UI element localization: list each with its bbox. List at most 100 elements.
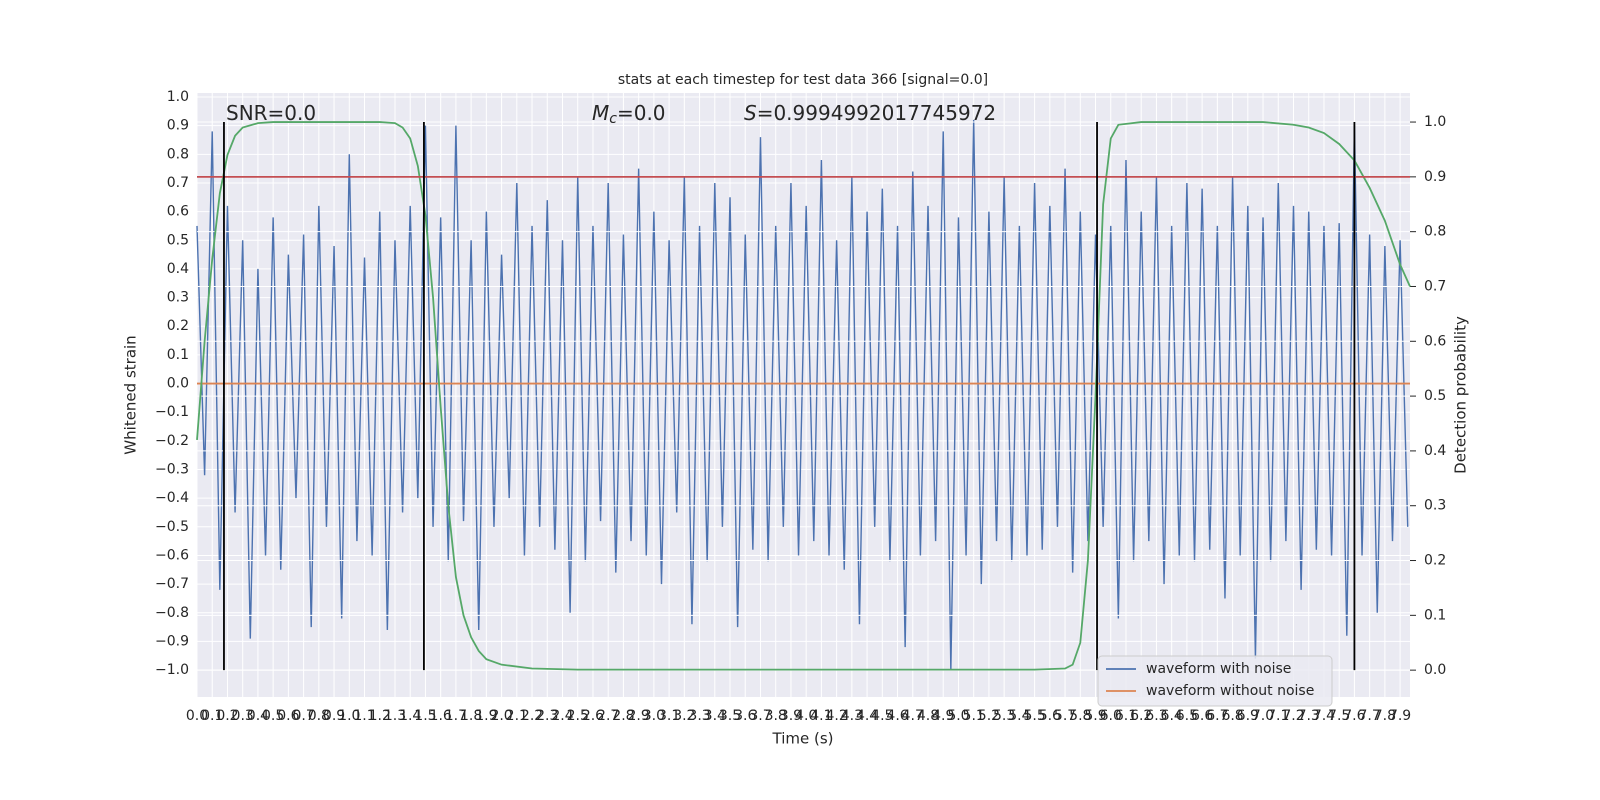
y2-tick-label: 0.3 (1424, 498, 1446, 514)
x-tick-label: 1.4 (399, 708, 421, 724)
x-tick-label: 1.3 (384, 708, 406, 724)
x-tick-label: 3.1 (658, 708, 680, 724)
y-tick-label: 0.9 (167, 118, 189, 134)
x-tick-label: 5.5 (1023, 708, 1045, 724)
x-tick-label: 3.3 (688, 708, 710, 724)
legend-box (1097, 655, 1333, 707)
x-tick-label: 7.8 (1374, 708, 1396, 724)
annotation: Mc=0.0 (592, 101, 666, 128)
x-tick-label: 4.2 (825, 708, 847, 724)
x-tick-label: 0.8 (308, 708, 330, 724)
y2-tick-label: 0.8 (1424, 224, 1446, 240)
x-tick-label: 4.8 (917, 708, 939, 724)
y-tick-label: −0.8 (155, 605, 189, 621)
x-tick-label: 1.1 (353, 708, 375, 724)
x-tick-label: 4.7 (902, 708, 924, 724)
x-tick-label: 5.1 (963, 708, 985, 724)
x-tick-label: 4.0 (795, 708, 817, 724)
x-tick-label: 0.1 (201, 708, 223, 724)
x-tick-label: 1.0 (338, 708, 360, 724)
annotation: SNR=0.0 (226, 101, 316, 125)
x-tick-label: 2.9 (628, 708, 650, 724)
x-tick-label: 6.8 (1221, 708, 1243, 724)
x-tick-label: 1.6 (430, 708, 452, 724)
x-tick-label: 7.2 (1282, 708, 1304, 724)
x-tick-label: 4.5 (871, 708, 893, 724)
y2-tick-label: 1.0 (1424, 114, 1446, 130)
x-tick-label: 3.6 (734, 708, 756, 724)
x-tick-label: 4.4 (856, 708, 878, 724)
x-tick-label: 4.6 (886, 708, 908, 724)
x-tick-label: 5.0 (947, 708, 969, 724)
x-tick-label: 3.7 (749, 708, 771, 724)
y-tick-label: 1.0 (167, 89, 189, 105)
y2-tick-label: 0.0 (1424, 662, 1446, 678)
x-tick-label: 5.3 (993, 708, 1015, 724)
x-tick-label: 4.9 (932, 708, 954, 724)
annotation: S=0.9994992017745972 (744, 101, 996, 125)
x-tick-label: 4.3 (841, 708, 863, 724)
x-tick-label: 0.3 (232, 708, 254, 724)
x-tick-label: 5.4 (1008, 708, 1030, 724)
x-tick-label: 2.0 (490, 708, 512, 724)
annotation-text: =0.9994992017745972 (757, 101, 996, 125)
x-tick-label: 0.4 (247, 708, 269, 724)
x-tick-label: 2.4 (551, 708, 573, 724)
x-tick-label: 5.6 (1039, 708, 1061, 724)
x-tick-label: 3.2 (673, 708, 695, 724)
y2-tick-label: 0.6 (1424, 333, 1446, 349)
series-line (196, 119, 1409, 671)
y-tick-label: −0.4 (155, 490, 189, 506)
x-tick-label: 3.4 (704, 708, 726, 724)
x-tick-label: 3.9 (780, 708, 802, 724)
y-tick-label: −0.7 (155, 576, 189, 592)
y2-tick-label: 0.7 (1424, 278, 1446, 294)
y2-axis-label: Detection probability (1452, 316, 1470, 474)
x-tick-label: 2.6 (582, 708, 604, 724)
annotation-symbol: M (592, 101, 609, 125)
x-tick-label: 3.5 (719, 708, 741, 724)
y-tick-label: 0.3 (167, 290, 189, 306)
x-tick-label: 1.5 (414, 708, 436, 724)
x-tick-label: 1.7 (445, 708, 467, 724)
x-tick-label: 7.0 (1252, 708, 1274, 724)
y-tick-label: −0.1 (155, 404, 189, 420)
x-tick-label: 6.1 (1115, 708, 1137, 724)
x-tick-label: 7.9 (1389, 708, 1411, 724)
x-tick-label: 2.7 (597, 708, 619, 724)
y-tick-label: −0.5 (155, 519, 189, 535)
annotation-text: =0.0 (617, 101, 666, 125)
y-axis-label: Whitened strain (122, 335, 140, 454)
y-tick-label: −0.6 (155, 547, 189, 563)
x-tick-label: 2.3 (536, 708, 558, 724)
x-tick-label: 2.2 (521, 708, 543, 724)
x-tick-label: 6.4 (1161, 708, 1183, 724)
x-tick-label: 1.9 (475, 708, 497, 724)
x-tick-label: 7.7 (1359, 708, 1381, 724)
chart-title: stats at each timestep for test data 366… (618, 72, 988, 88)
x-tick-label: 5.7 (1054, 708, 1076, 724)
x-tick-label: 0.5 (262, 708, 284, 724)
y-tick-label: 0.0 (167, 376, 189, 392)
series-line (196, 121, 1411, 671)
y-tick-label: 0.5 (167, 232, 189, 248)
y-tick-label: 0.2 (167, 318, 189, 334)
y-tick-label: 0.4 (167, 261, 189, 277)
annotation-subscript: c (609, 111, 617, 127)
x-axis-label: Time (s) (772, 730, 834, 748)
x-tick-label: 5.9 (1084, 708, 1106, 724)
x-tick-label: 5.2 (978, 708, 1000, 724)
x-tick-label: 2.5 (567, 708, 589, 724)
annotation-text: SNR=0.0 (226, 101, 316, 125)
y2-tick-label: 0.1 (1424, 607, 1446, 623)
y-tick-label: 0.7 (167, 175, 189, 191)
y2-tick-label: 0.5 (1424, 388, 1446, 404)
x-tick-label: 6.5 (1176, 708, 1198, 724)
x-tick-label: 3.0 (643, 708, 665, 724)
x-tick-label: 6.2 (1130, 708, 1152, 724)
x-tick-label: 3.8 (765, 708, 787, 724)
x-tick-label: 4.1 (810, 708, 832, 724)
y-tick-label: −0.3 (155, 461, 189, 477)
legend-label: waveform with noise (1146, 661, 1291, 677)
